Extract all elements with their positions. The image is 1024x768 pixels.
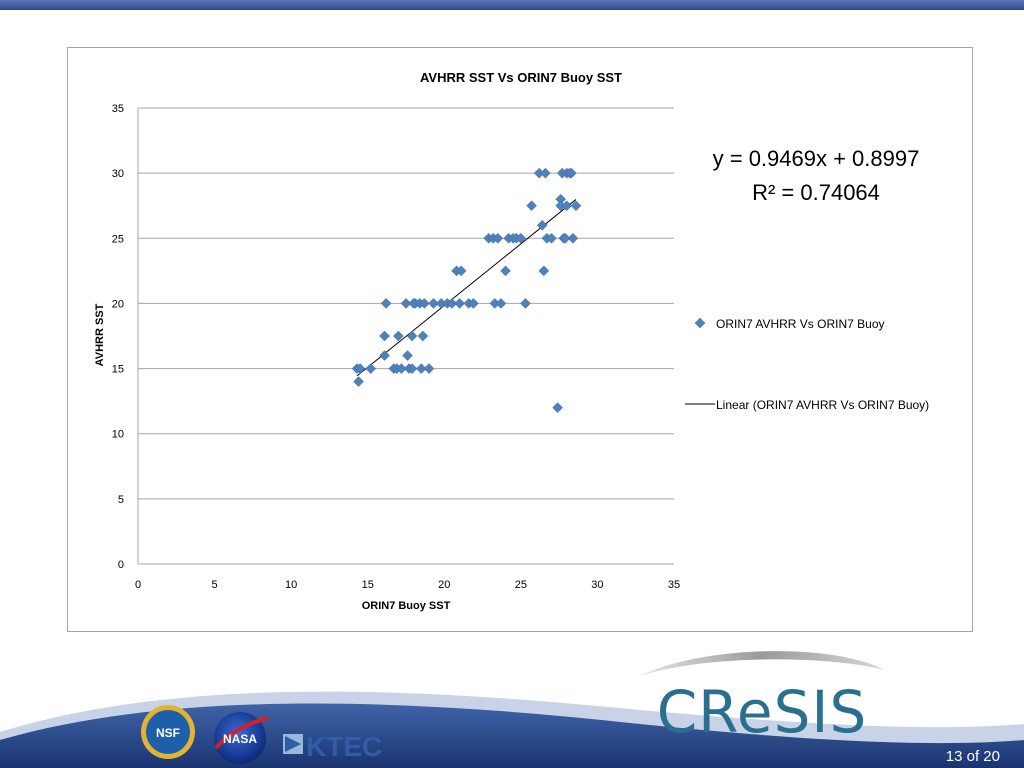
x-axis-label: ORIN7 Buoy SST <box>362 600 451 612</box>
data-point <box>406 330 418 342</box>
data-point <box>379 330 390 342</box>
data-point <box>495 298 507 309</box>
data-point <box>380 298 392 309</box>
data-point <box>570 200 582 212</box>
x-tick-label: 5 <box>212 579 218 591</box>
data-point <box>454 298 465 309</box>
data-point <box>500 265 511 277</box>
data-point <box>423 363 435 374</box>
chart-title: AVHRR SST Vs ORIN7 Buoy SST <box>420 70 622 85</box>
top-accent-bar <box>0 0 1024 10</box>
data-point <box>417 330 429 342</box>
legend: ORIN7 AVHRR Vs ORIN7 Buoy Linear (ORIN7 … <box>685 317 929 412</box>
y-axis-label: AVHRR SST <box>94 303 106 366</box>
x-tick-label: 25 <box>515 579 527 591</box>
data-point <box>515 232 527 244</box>
x-tick-label: 0 <box>135 579 141 591</box>
data-point <box>400 298 412 309</box>
y-tick-label: 35 <box>112 103 124 115</box>
trendline <box>356 199 577 377</box>
ktec-logo: KTEC <box>283 731 382 762</box>
data-point <box>402 350 413 361</box>
data-point <box>538 265 550 277</box>
data-point <box>396 363 407 374</box>
data-point <box>406 363 418 374</box>
data-point <box>379 350 390 361</box>
legend-diamond-icon <box>694 317 706 329</box>
data-point <box>419 298 430 309</box>
nsf-logo: NSF <box>141 705 195 759</box>
y-tick-label: 5 <box>118 494 124 506</box>
y-tick-label: 15 <box>112 364 124 376</box>
y-tick-label: 30 <box>112 168 124 180</box>
data-point <box>353 376 364 387</box>
legend-label-series: ORIN7 AVHRR Vs ORIN7 Buoy <box>716 317 885 331</box>
data-point <box>428 298 439 309</box>
data-point <box>526 200 537 212</box>
data-point <box>520 298 531 309</box>
y-tick-label: 0 <box>118 559 124 571</box>
x-tick-label: 15 <box>362 579 374 591</box>
data-point <box>354 363 366 374</box>
data-point <box>567 232 579 244</box>
x-tick-label: 10 <box>285 579 297 591</box>
y-tick-label: 20 <box>112 298 124 310</box>
data-point <box>492 232 504 244</box>
chart-frame: AVHRR SST Vs ORIN7 Buoy SST 0 5 10 15 20 25 30… <box>67 47 973 632</box>
trendline-layer <box>356 199 577 377</box>
data-point <box>561 200 573 212</box>
x-tick-label: 35 <box>668 579 680 591</box>
data-point <box>552 402 563 414</box>
scatter-chart: AVHRR SST Vs ORIN7 Buoy SST 0 5 10 15 20 25 30… <box>94 70 929 612</box>
nsf-logo-text: NSF <box>156 726 180 740</box>
y-tick-label: 25 <box>112 233 124 245</box>
trend-equation: y = 0.9469x + 0.8997 <box>713 146 920 171</box>
data-point <box>446 298 458 309</box>
data-point <box>415 363 427 374</box>
slide-number: 13 of 20 <box>945 748 1000 765</box>
r-squared: R² = 0.74064 <box>752 180 880 205</box>
y-tick-labels: 0 5 10 15 20 25 30 35 <box>112 103 124 571</box>
x-tick-label: 30 <box>591 579 603 591</box>
nasa-logo-text: NASA <box>223 732 257 746</box>
ktec-logo-text: KTEC <box>306 731 382 762</box>
data-point <box>468 298 479 309</box>
data-point <box>536 219 548 231</box>
data-point <box>566 167 577 179</box>
data-point <box>392 330 404 342</box>
nasa-logo: NASA <box>214 712 269 764</box>
footer-banner: CReSIS NSF NASA KTEC <box>0 651 1024 768</box>
data-point <box>365 363 377 374</box>
x-tick-labels: 0 5 10 15 20 25 30 35 <box>135 579 680 591</box>
data-points <box>351 167 582 414</box>
data-point <box>559 232 571 244</box>
y-tick-label: 10 <box>112 429 124 441</box>
cresis-logo: CReSIS <box>657 678 868 746</box>
x-tick-label: 20 <box>438 579 450 591</box>
legend-label-trendline: Linear (ORIN7 AVHRR Vs ORIN7 Buoy) <box>716 398 929 412</box>
data-point <box>455 265 467 277</box>
data-point <box>546 232 557 244</box>
data-point <box>540 167 551 179</box>
axes <box>137 108 674 565</box>
cresis-arc <box>640 651 885 676</box>
